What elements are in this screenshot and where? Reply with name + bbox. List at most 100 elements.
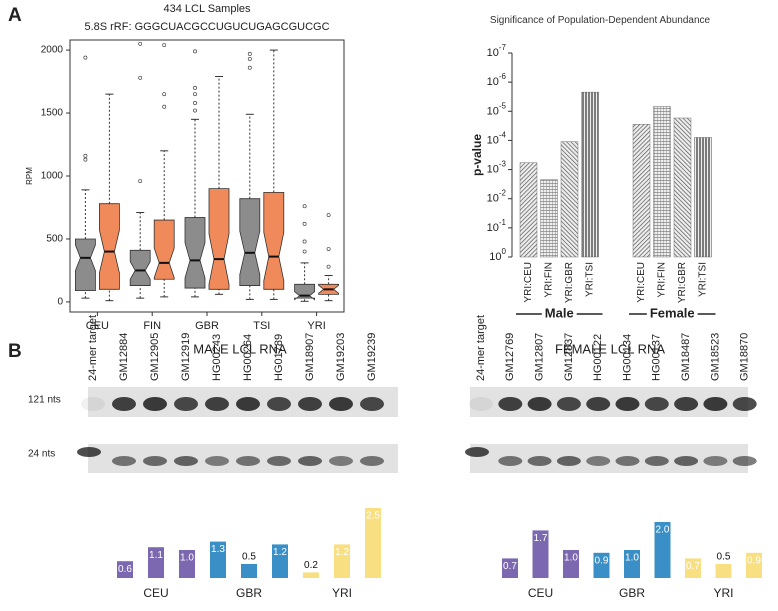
bar [563,550,579,578]
bar [632,124,651,258]
lane-label: GM19239 [366,333,378,381]
value-label: 1.0 [625,553,639,564]
outlier [247,65,252,70]
value-label: 0.5 [717,552,731,563]
box [294,283,316,301]
lane-label: GM18870 [739,333,751,381]
group-label: CEU [528,586,553,600]
outlier [162,92,167,97]
x-tick-label: YRI:TSI [585,262,596,297]
outlier [193,101,197,105]
bar [502,558,518,578]
group-label: Male [545,305,574,320]
value-label: 1.0 [180,553,194,564]
x-tick-label: YRI [307,320,325,332]
gel-band [205,456,229,466]
group-label: Female [650,305,695,320]
outlier [326,264,331,269]
gel-title: MALE LCL RNA [193,341,287,356]
lane-label: HG01789 [273,334,285,381]
gel-band [143,397,167,411]
group-label: YRI [332,586,352,600]
value-label: 0.9 [595,555,609,566]
group-label: CEU [143,586,168,600]
y-tick-label: 10-3 [487,160,507,176]
outlier [302,249,307,254]
x-tick-label: YRI:FIN [657,262,668,298]
x-tick-label: YRI:CEU [636,262,647,303]
bar [715,564,732,578]
bar [560,141,579,258]
outlier [138,41,143,46]
value-label: 2.5 [366,511,380,522]
lane-label: GM12905 [149,333,161,381]
group-label: GBR [619,586,645,600]
outlier [302,204,307,209]
bar [241,564,257,578]
box [99,203,120,290]
bar [519,162,538,258]
gel-band [527,456,552,466]
bar [117,561,133,578]
bar [685,558,701,578]
outlier [83,157,88,162]
x-tick-label: FIN [143,320,161,332]
value-label: 1.2 [335,547,349,558]
bar [179,550,195,578]
gel-band [81,397,105,411]
x-tick-label: YRI:CEU [523,262,534,303]
lane-label: GM19203 [335,333,347,381]
gel-band [703,397,728,411]
value-label: 0.7 [503,561,517,572]
value-label: 0.2 [304,560,318,571]
bar [654,522,671,578]
value-label: 2.0 [656,525,670,536]
y-tick-label: 10-4 [487,131,507,147]
box [75,238,96,291]
bar [746,552,762,578]
bar [653,106,671,258]
y-tick-label: 100 [489,247,506,263]
gel-band [112,456,136,466]
value-label: 1.0 [564,553,578,564]
bar [673,117,692,258]
gel-band [236,397,260,411]
outlier [326,247,331,251]
bar [581,91,599,258]
bar [303,572,319,578]
bar [532,530,549,578]
gel-band [644,456,669,466]
chart-title: Significance of Population-Dependent Abu… [489,15,711,26]
outlier [326,213,331,217]
lane-label: GM18523 [709,333,721,381]
gel-band [732,456,757,466]
gel-band [77,447,101,457]
outlier [83,55,88,60]
panel-label: A [8,5,22,26]
x-tick-label: YRI:GBR [677,262,688,303]
lane-label: HG00122 [592,334,604,381]
gel-band [267,397,291,411]
box [239,198,261,286]
gel-band [527,397,552,411]
value-label: 0.6 [118,564,132,575]
chart-subtitle: 5.8S rRF: GGGCUACGCCUGUCUGAGCGUCGC [84,21,329,33]
lane-label: HG00264 [242,334,254,381]
lane-label: GM12807 [534,333,546,381]
y-tick-label: 0 [57,297,63,308]
box [208,188,230,290]
lane-label: HG00243 [211,334,223,381]
gel-band [465,447,489,457]
outlier [193,108,197,113]
gel-band [329,397,353,411]
y-tick-label: 10-5 [487,101,507,117]
gel-band [674,397,699,411]
x-tick-label: GBR [195,320,219,332]
y-tick-label: 2000 [41,45,64,56]
outlier [193,85,197,90]
gel-band [615,456,640,466]
gel-band [298,456,322,466]
gel-title: FEMALE LCL RNA [555,341,665,356]
